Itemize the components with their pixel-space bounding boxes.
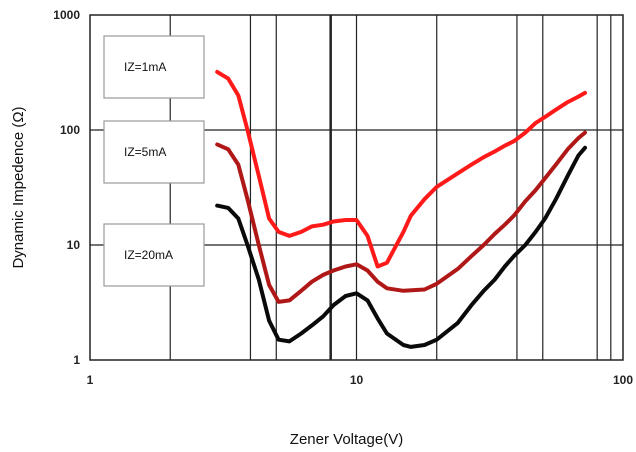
x-tick-label: 1	[87, 373, 94, 387]
y-tick-label: 10	[67, 238, 81, 252]
series-line-2	[215, 130, 587, 304]
plot-frame	[89, 14, 624, 361]
legend-label-1: IZ=1mA	[124, 60, 166, 74]
series-line-3	[215, 145, 587, 349]
y-tick-label: 1	[73, 353, 80, 367]
legend-label-2: IZ=5mA	[124, 145, 166, 159]
tick-labels: 1 10 100 1 10 100 1000	[53, 8, 633, 387]
legend-label-3: IZ=20mA	[124, 248, 173, 262]
x-tick-label: 100	[613, 373, 633, 387]
y-tick-label: 100	[60, 123, 80, 137]
legend-box-3	[103, 223, 205, 287]
series-lines	[215, 69, 587, 349]
legend-box-1	[103, 35, 205, 99]
series-line-1	[215, 69, 587, 269]
y-tick-label: 1000	[53, 8, 80, 22]
y-axis-label: Dynamic Impedence (Ω)	[10, 106, 27, 268]
x-axis-label: Zener Voltage(V)	[290, 431, 403, 448]
grid	[90, 15, 623, 360]
x-tick-label: 10	[350, 373, 364, 387]
legend: IZ=1mA IZ=5mA IZ=20mA	[103, 35, 205, 287]
legend-box-2	[103, 120, 205, 184]
